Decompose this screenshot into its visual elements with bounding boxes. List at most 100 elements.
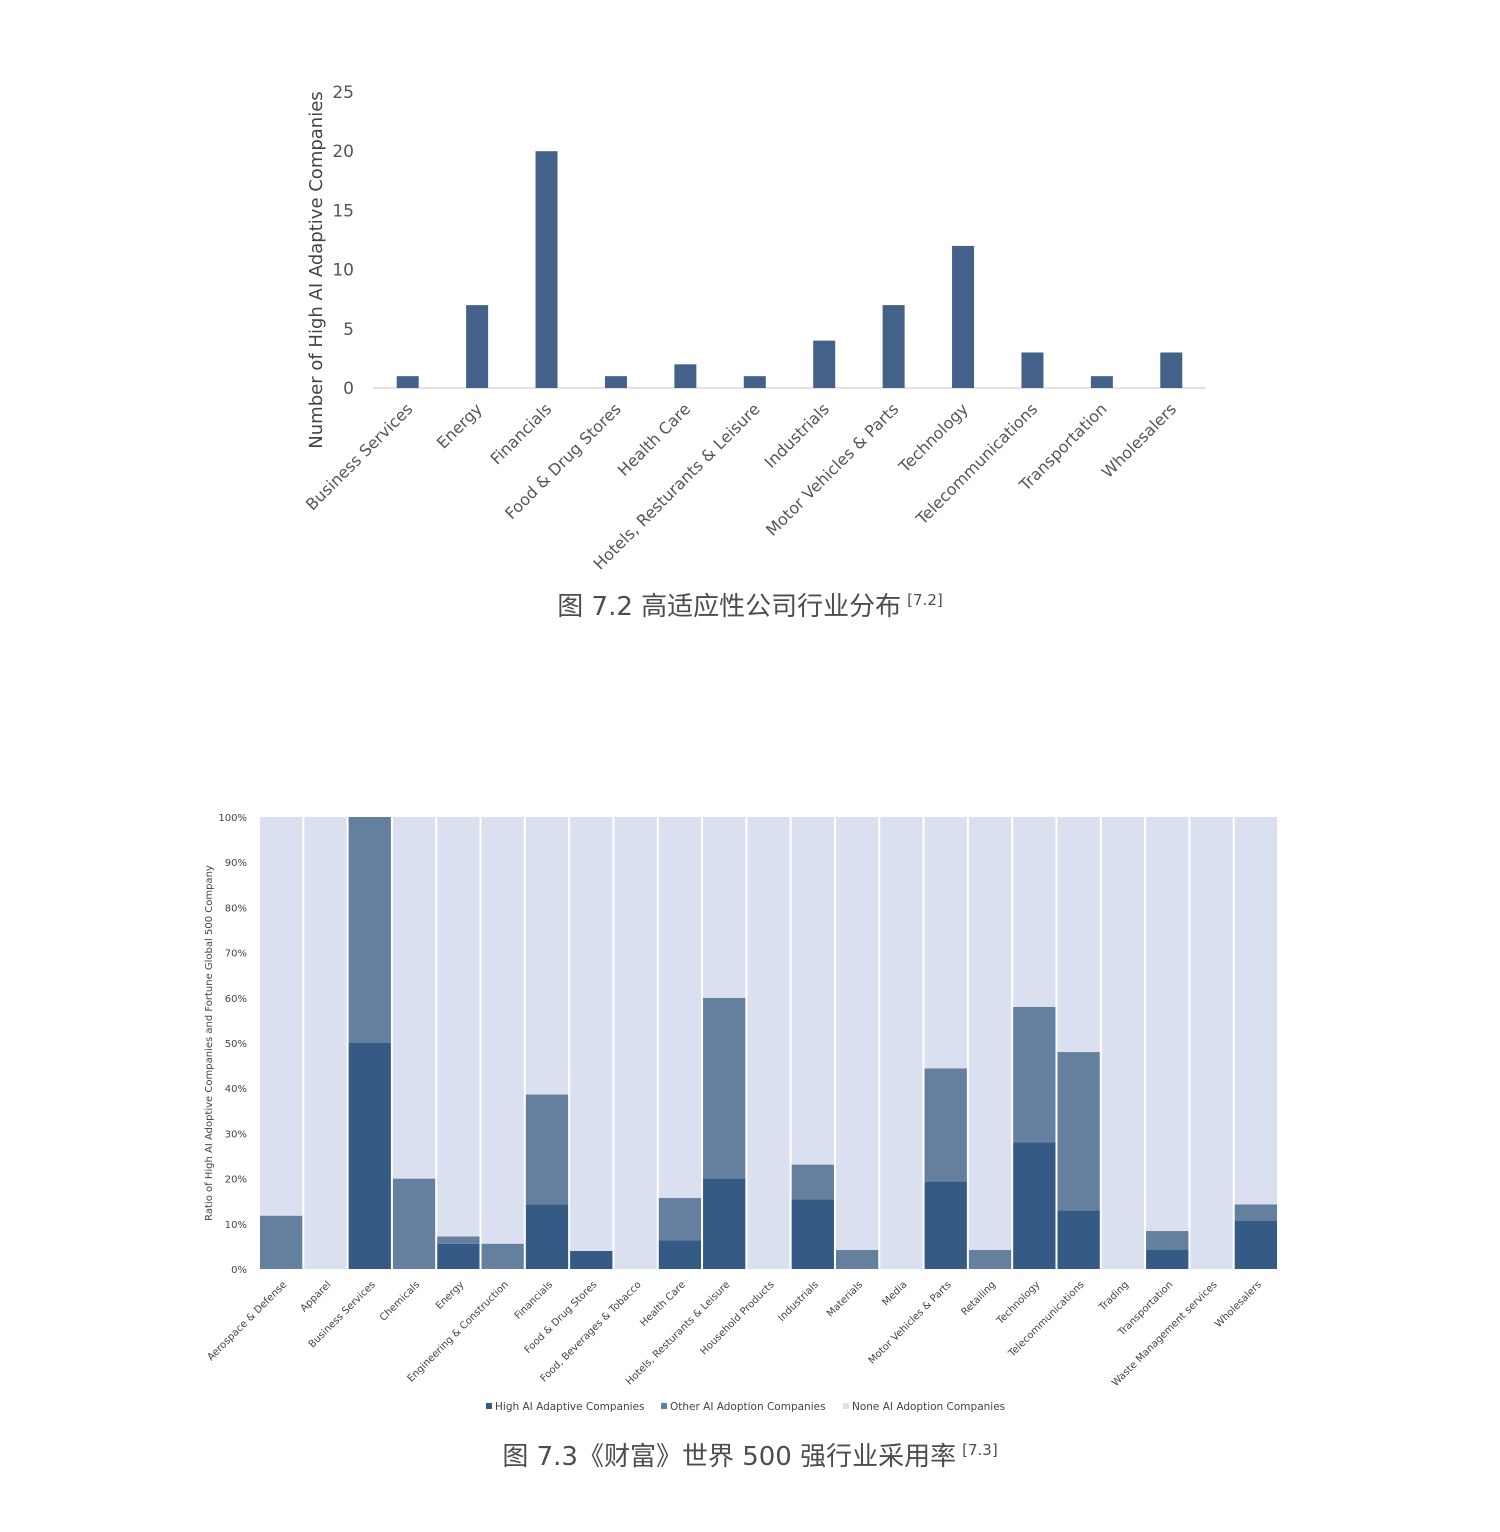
y-tick-label: 50% <box>225 1039 247 1050</box>
segment-high-ai-adaptive-companies-wholesalers <box>1234 1220 1277 1269</box>
segment-high-ai-adaptive-companies-industrials <box>791 1199 834 1269</box>
y-tick-label: 100% <box>218 813 247 824</box>
segment-other-ai-adoption-companies-telecommunications <box>1057 1052 1100 1211</box>
segment-none-ai-adoption-companies-materials <box>835 817 879 1251</box>
x-tick-label: Food & Drug Stores <box>523 1279 600 1356</box>
bar-wholesalers <box>1160 352 1183 388</box>
y-tick-label: 20% <box>225 1175 247 1186</box>
segment-other-ai-adoption-companies-energy <box>437 1236 480 1244</box>
x-tick-label: Energy <box>434 1279 467 1312</box>
y-axis-title: Number of High AI Adaptive Companies <box>306 91 327 448</box>
figure-7-2-caption: 图 7.2 高适应性公司行业分布 [7.2] <box>0 586 1500 623</box>
segment-other-ai-adoption-companies-materials <box>835 1250 879 1269</box>
segment-none-ai-adoption-companies-food-drug-stores <box>570 817 613 1251</box>
segment-other-ai-adoption-companies-transportation <box>1146 1231 1189 1251</box>
legend-label-other-ai-adoption-companies: Other AI Adoption Companies <box>670 1401 826 1413</box>
x-tick-label: Health Care <box>638 1279 688 1329</box>
figure-7-3-reference: [7.3] <box>962 1441 998 1460</box>
segment-none-ai-adoption-companies-hotels-resturants-leisure <box>703 817 746 998</box>
segment-none-ai-adoption-companies-apparel <box>304 817 347 1269</box>
y-tick-label: 0 <box>343 379 354 399</box>
y-tick-label: 90% <box>225 858 247 869</box>
adoption-ratio-stacked-bar-chart: 0% 10% 20% 30% 40% 50% 60% 70% 80% 90% 100% Aerospa… <box>204 813 1277 1413</box>
x-tick-label: Industrials <box>776 1279 821 1324</box>
segment-other-ai-adoption-companies-hotels-resturants-leisure <box>703 997 746 1179</box>
x-tick-label: Technology <box>994 1279 1042 1327</box>
segment-high-ai-adaptive-companies-technology <box>1013 1142 1056 1269</box>
y-tick-label: 25 <box>332 83 354 103</box>
x-tick-label: Apparel <box>299 1279 334 1314</box>
y-tick-label: 60% <box>225 994 247 1005</box>
segment-other-ai-adoption-companies-wholesalers <box>1234 1204 1277 1221</box>
bar-transportation <box>1090 376 1113 388</box>
segment-other-ai-adoption-companies-motor-vehicles-parts <box>924 1068 967 1182</box>
segment-high-ai-adaptive-companies-health-care <box>658 1240 702 1269</box>
segment-none-ai-adoption-companies-household-products <box>747 817 790 1269</box>
x-tick-label: Retailing <box>959 1279 998 1318</box>
bar-business-services <box>396 376 419 388</box>
segment-high-ai-adaptive-companies-financials <box>525 1204 569 1269</box>
bar-energy <box>466 305 489 388</box>
segment-none-ai-adoption-companies-waste-management-services <box>1190 817 1233 1269</box>
bar-health-care <box>674 364 697 388</box>
y-tick-label: 5 <box>343 320 354 340</box>
segment-none-ai-adoption-companies-food-beverages-tobacco <box>614 817 657 1269</box>
bar-technology <box>952 245 975 388</box>
segment-none-ai-adoption-companies-telecommunications <box>1057 817 1100 1053</box>
segment-none-ai-adoption-companies-transportation <box>1146 817 1189 1232</box>
y-tick-label: 10 <box>332 261 354 281</box>
segment-high-ai-adaptive-companies-hotels-resturants-leisure <box>703 1178 746 1269</box>
legend-swatch-other-ai-adoption-companies <box>661 1403 667 1409</box>
segment-none-ai-adoption-companies-technology <box>1013 817 1056 1007</box>
segment-high-ai-adaptive-companies-energy <box>437 1243 480 1269</box>
x-tick-label: Chemicals <box>378 1279 422 1323</box>
segment-none-ai-adoption-companies-industrials <box>791 817 834 1165</box>
bar-hotels-resturants-leisure <box>743 376 766 388</box>
segment-none-ai-adoption-companies-retailing <box>968 817 1012 1251</box>
x-tick-label: Media <box>881 1279 910 1308</box>
segment-other-ai-adoption-companies-financials <box>525 1094 569 1205</box>
segment-none-ai-adoption-companies-trading <box>1101 817 1145 1269</box>
x-tick-label: Trading <box>1097 1279 1131 1313</box>
y-tick-label: 40% <box>225 1084 247 1095</box>
x-tick-label: Aerospace & Defense <box>205 1279 289 1363</box>
figure-7-2-reference: [7.2] <box>907 591 943 610</box>
bar-telecommunications <box>1021 352 1044 388</box>
bar-industrials <box>813 340 836 388</box>
segment-other-ai-adoption-companies-aerospace-defense <box>260 1215 303 1269</box>
legend-label-none-ai-adoption-companies: None AI Adoption Companies <box>852 1401 1005 1413</box>
segment-none-ai-adoption-companies-energy <box>437 817 480 1237</box>
segment-other-ai-adoption-companies-health-care <box>658 1198 702 1241</box>
segment-other-ai-adoption-companies-business-services <box>348 817 391 1043</box>
y-tick-label: 0% <box>231 1265 247 1276</box>
figure-7-3-caption: 图 7.3《财富》世界 500 强行业采用率 [7.3] <box>0 1436 1500 1473</box>
segment-none-ai-adoption-companies-motor-vehicles-parts <box>924 817 967 1069</box>
segment-none-ai-adoption-companies-chemicals <box>392 817 436 1179</box>
x-tick-label: Materials <box>825 1279 865 1319</box>
bar-food-drug-stores <box>604 376 627 388</box>
y-tick-label: 20 <box>332 142 354 162</box>
y-tick-label: 80% <box>225 903 247 914</box>
figure-7-2-caption-text: 图 7.2 高适应性公司行业分布 <box>557 592 902 622</box>
segment-none-ai-adoption-companies-engineering-construction <box>481 817 524 1244</box>
segment-other-ai-adoption-companies-retailing <box>968 1250 1012 1269</box>
x-tick-label: Telecommunications <box>1006 1279 1087 1360</box>
segment-high-ai-adaptive-companies-business-services <box>348 1043 391 1269</box>
y-tick-label: 70% <box>225 949 247 960</box>
segment-other-ai-adoption-companies-engineering-construction <box>481 1243 524 1269</box>
y-tick-label: 30% <box>225 1129 247 1140</box>
x-tick-label: Wholesalers <box>1213 1279 1264 1330</box>
segment-none-ai-adoption-companies-financials <box>525 817 569 1095</box>
segment-high-ai-adaptive-companies-telecommunications <box>1057 1210 1100 1269</box>
segment-none-ai-adoption-companies-wholesalers <box>1234 817 1277 1205</box>
legend-swatch-high-ai-adaptive-companies <box>486 1403 492 1409</box>
segment-high-ai-adaptive-companies-motor-vehicles-parts <box>924 1181 967 1269</box>
segment-none-ai-adoption-companies-aerospace-defense <box>260 817 303 1216</box>
segment-none-ai-adoption-companies-media <box>880 817 923 1269</box>
segment-other-ai-adoption-companies-technology <box>1013 1006 1056 1143</box>
segment-high-ai-adaptive-companies-transportation <box>1146 1250 1189 1269</box>
bar-motor-vehicles-parts <box>882 305 905 388</box>
segment-high-ai-adaptive-companies-food-drug-stores <box>570 1250 613 1269</box>
x-tick-label: Financials <box>513 1279 555 1321</box>
